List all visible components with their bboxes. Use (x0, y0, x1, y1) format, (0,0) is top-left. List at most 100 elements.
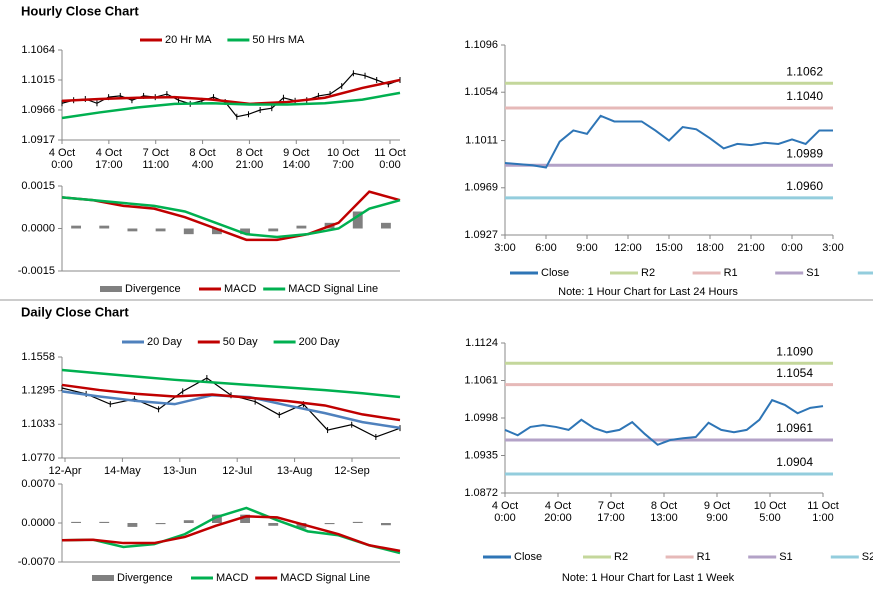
x-tick-label: 10 Oct 5:00 (754, 500, 786, 524)
line (61, 368, 401, 399)
bar (71, 521, 82, 523)
line (61, 506, 401, 555)
line (61, 91, 401, 120)
bar (71, 225, 82, 229)
x-tick-label: 3:00 (494, 242, 515, 254)
y-tick-label: 1.0927 (464, 229, 498, 241)
x-tick-label: 4 Oct 20:00 (544, 500, 572, 524)
bar (296, 225, 307, 229)
level-label: 1.0989 (786, 146, 823, 160)
bar (211, 514, 222, 523)
line (504, 398, 824, 446)
y-tick-label: 1.1061 (464, 374, 498, 386)
legend-label: MACD Signal Line (288, 283, 378, 295)
legend-label: S1 (779, 551, 792, 563)
y-tick-label: 1.1011 (465, 134, 498, 146)
bar (240, 228, 251, 235)
line (61, 196, 401, 239)
bar (352, 521, 363, 523)
y-tick-label: 1.0935 (464, 449, 498, 461)
line (61, 78, 401, 106)
x-tick-label: 12:00 (614, 242, 642, 254)
x-tick-label: 12-Jul (222, 465, 252, 477)
legend-label: 20 Day (147, 336, 182, 348)
bar (296, 523, 307, 529)
legend-label: MACD (216, 572, 248, 584)
y-tick-label: 1.1558 (21, 351, 55, 363)
x-tick-label: 4 Oct 17:00 (95, 147, 123, 171)
y-tick-label: -0.0070 (18, 556, 55, 568)
y-tick-label: 1.0770 (21, 452, 55, 464)
y-tick-label: 1.1124 (465, 337, 498, 349)
level-label: 1.1054 (776, 366, 813, 380)
x-tick-label: 3:00 (822, 242, 843, 254)
bar (127, 523, 138, 527)
y-tick-label: 1.1064 (21, 44, 55, 56)
y-tick-label: 0.0000 (21, 222, 55, 234)
legend-label: Close (541, 267, 569, 279)
level-label: 1.1090 (776, 344, 813, 358)
legend-label: MACD (224, 283, 256, 295)
legend-label: 50 Day (223, 336, 258, 348)
bar (240, 514, 251, 523)
y-tick-label: 0.0000 (21, 517, 55, 529)
note: Note: 1 Hour Chart for Last 1 Week (562, 572, 735, 584)
bar (352, 211, 363, 229)
bar (211, 228, 222, 235)
x-tick-label: 8 Oct 13:00 (650, 500, 678, 524)
line (61, 377, 401, 438)
legend-label: MACD Signal Line (280, 572, 370, 584)
x-tick-label: 4 Oct 0:00 (492, 500, 518, 524)
x-tick-label: 21:00 (737, 242, 765, 254)
y-tick-label: 1.1015 (21, 74, 55, 86)
level-label: 1.0961 (776, 421, 813, 435)
y-tick-label: 0.0070 (21, 478, 55, 490)
x-tick-label: 9 Oct 14:00 (283, 147, 311, 171)
legend-label: Divergence (117, 572, 173, 584)
y-tick-label: 0.0015 (21, 180, 55, 192)
y-tick-label: 1.1096 (464, 39, 498, 51)
bar (380, 523, 391, 526)
x-tick-label: 12-Sep (334, 465, 369, 477)
x-tick-label: 10 Oct 7:00 (327, 147, 359, 171)
section-title: Hourly Close Chart (21, 3, 139, 18)
y-tick-label: 1.0969 (464, 182, 498, 194)
x-tick-label: 7 Oct 17:00 (597, 500, 625, 524)
x-tick-label: 9 Oct 9:00 (704, 500, 730, 524)
legend-label: R2 (641, 267, 655, 279)
section-title: Daily Close Chart (21, 304, 129, 319)
line (504, 114, 833, 169)
line (61, 515, 401, 553)
bar (268, 523, 279, 526)
legend-label: 20 Hr MA (165, 34, 212, 46)
note: Note: 1 Hour Chart for Last 24 Hours (558, 286, 738, 298)
legend-label: R1 (697, 551, 711, 563)
legend-swatch (92, 575, 114, 581)
x-tick-label: 11 Oct 0:00 (374, 147, 406, 171)
y-tick-label: 1.0917 (21, 134, 55, 146)
bar (99, 521, 110, 523)
bar (155, 523, 166, 525)
x-tick-label: 14-May (104, 465, 141, 477)
x-tick-label: 0:00 (781, 242, 802, 254)
y-tick-label: 1.1033 (21, 418, 55, 430)
x-tick-label: 8 Oct 4:00 (189, 147, 215, 171)
legend-label: R2 (614, 551, 628, 563)
legend-label: Close (514, 551, 542, 563)
bar (380, 222, 391, 229)
bar (268, 228, 279, 232)
level-label: 1.0960 (786, 179, 823, 193)
x-tick-label: 12-Apr (48, 465, 81, 477)
x-tick-label: 9:00 (576, 242, 597, 254)
x-tick-label: 11 Oct 1:00 (807, 500, 839, 524)
line (61, 190, 401, 242)
legend-label: S2 (862, 551, 873, 563)
y-tick-label: 1.1054 (464, 86, 498, 98)
x-tick-label: 4 Oct 0:00 (49, 147, 75, 171)
y-tick-label: 1.0998 (464, 412, 498, 424)
level-label: 1.1040 (786, 89, 823, 103)
x-tick-label: 8 Oct 21:00 (236, 147, 264, 171)
line (61, 72, 401, 118)
line (61, 383, 401, 422)
bar (155, 228, 166, 232)
